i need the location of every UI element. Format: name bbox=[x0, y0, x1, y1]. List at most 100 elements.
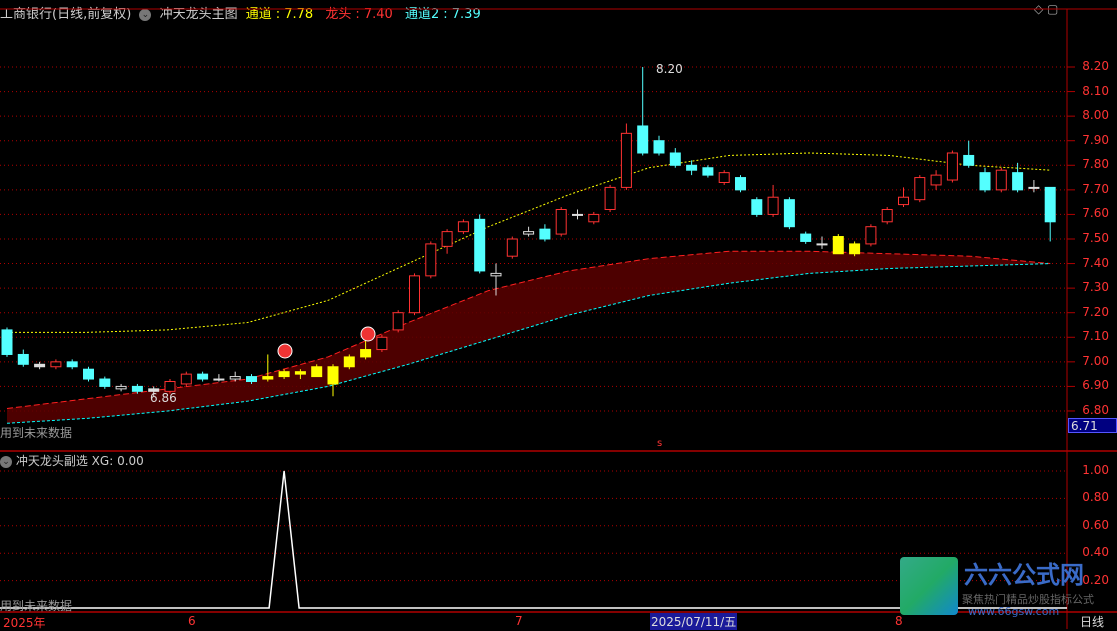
dragon-value: 7.40 bbox=[363, 7, 393, 22]
price-tick-label: 7.20 bbox=[1082, 304, 1109, 319]
channel2-label: 通道2 bbox=[404, 7, 440, 22]
candle-body bbox=[930, 174, 942, 186]
candle-body bbox=[180, 373, 192, 385]
candle-body bbox=[555, 209, 567, 235]
candle-body bbox=[17, 353, 29, 365]
candle-body bbox=[914, 177, 926, 201]
price-tick-label: 7.70 bbox=[1082, 181, 1109, 196]
candle-body bbox=[946, 152, 958, 181]
candle-body bbox=[865, 226, 877, 245]
dropdown-icon[interactable]: ⌄ bbox=[0, 455, 12, 468]
date-august: 8 bbox=[895, 614, 903, 628]
sub-tick-label: 0.80 bbox=[1082, 490, 1109, 505]
cursor-date: 2025/07/11/五 bbox=[650, 613, 738, 630]
price-tick-label: 7.30 bbox=[1082, 280, 1109, 295]
candle-body bbox=[197, 373, 209, 380]
dragon-label: 龙头 bbox=[325, 7, 352, 22]
candle-body bbox=[735, 177, 746, 191]
signal-badge-icon bbox=[277, 343, 293, 359]
candle-body bbox=[702, 167, 714, 176]
candle-body bbox=[148, 388, 160, 392]
candle-body bbox=[767, 196, 779, 215]
candle-body bbox=[490, 272, 502, 277]
sub-tick-label: 1.00 bbox=[1082, 463, 1109, 477]
candle-body bbox=[278, 371, 290, 378]
candle-body bbox=[34, 363, 46, 368]
candle-body bbox=[262, 376, 274, 380]
period-label[interactable]: 日线 bbox=[1080, 615, 1105, 629]
candle-body bbox=[1044, 186, 1056, 223]
candle-body bbox=[229, 376, 241, 380]
candle-body bbox=[164, 380, 176, 392]
future-warning-sub: 用到未来数据 bbox=[0, 599, 73, 613]
candle-body bbox=[1012, 172, 1024, 191]
price-tick-label: 8.00 bbox=[1082, 108, 1109, 123]
candle-body bbox=[343, 356, 355, 368]
sub-header: ⌄ 冲天龙头副选 XG: 0.00 bbox=[0, 452, 144, 469]
candle-body bbox=[213, 378, 225, 381]
price-tick-label: 7.80 bbox=[1082, 157, 1109, 172]
sub-tick-label: 0.60 bbox=[1082, 517, 1109, 532]
candle-body bbox=[457, 221, 469, 233]
candle-body bbox=[376, 336, 388, 351]
candle-body bbox=[360, 349, 372, 358]
candle-body bbox=[849, 243, 861, 255]
sub-tick-label: 0.20 bbox=[1082, 572, 1109, 587]
current-price-box: 6.71 bbox=[1068, 418, 1117, 433]
price-tick-label: 7.00 bbox=[1082, 353, 1109, 368]
candle-body bbox=[66, 361, 78, 368]
candle-body bbox=[425, 243, 437, 277]
channel2-line bbox=[6, 263, 1051, 424]
candle-body bbox=[898, 196, 909, 206]
date-june: 6 bbox=[188, 614, 196, 628]
candle-body bbox=[572, 213, 583, 216]
logo-name: 六六公式网 bbox=[964, 561, 1084, 589]
logo-slogan: 聚焦热门精品炒股指标公式 bbox=[962, 593, 1094, 606]
price-tick-label: 7.40 bbox=[1082, 255, 1109, 270]
candle-body bbox=[588, 213, 600, 223]
price-tick-label: 7.90 bbox=[1082, 132, 1109, 147]
candle-body bbox=[311, 366, 323, 378]
sub-indicator-name[interactable]: 冲天龙头副选 bbox=[15, 454, 88, 468]
candle-body bbox=[441, 231, 453, 247]
xg-line bbox=[0, 470, 1067, 609]
channel-value: 7.78 bbox=[284, 7, 314, 22]
candle-body bbox=[979, 172, 991, 191]
candle-body bbox=[392, 312, 404, 331]
price-tick-label: 8.10 bbox=[1082, 83, 1109, 98]
candle-body bbox=[637, 125, 649, 154]
price-tick-label: 7.10 bbox=[1082, 329, 1109, 344]
candle-body bbox=[409, 275, 420, 314]
chart-header: 工商银行(日线,前复权) ⌄ 冲天龙头主图 通道: 7.78 龙头: 7.40 … bbox=[0, 7, 481, 22]
candle-body bbox=[474, 218, 486, 272]
xg-value: 0.00 bbox=[117, 454, 144, 468]
candle-body bbox=[115, 385, 127, 390]
candle-body bbox=[539, 228, 551, 240]
candle-body bbox=[1, 329, 13, 355]
channel-line bbox=[7, 152, 1051, 333]
indicator-name[interactable]: 冲天龙头主图 bbox=[159, 7, 238, 22]
dropdown-icon[interactable]: ⌄ bbox=[139, 8, 152, 21]
candle-body bbox=[751, 199, 763, 215]
stock-title: 工商银行(日线,前复权) bbox=[0, 7, 132, 22]
candle-body bbox=[523, 231, 535, 235]
candle-body bbox=[83, 368, 94, 380]
price-tick-label: 6.90 bbox=[1082, 378, 1109, 393]
signal-marker: s bbox=[657, 438, 663, 449]
candle-body bbox=[800, 233, 812, 242]
candle-body bbox=[832, 236, 844, 255]
future-warning: 用到未来数据 bbox=[0, 426, 73, 440]
candle-body bbox=[718, 172, 730, 183]
price-tick-label: 7.50 bbox=[1082, 230, 1109, 245]
dragon-line bbox=[6, 250, 1051, 410]
logo-icon bbox=[900, 557, 958, 615]
candle-body bbox=[506, 238, 518, 257]
high-label: 8.20 bbox=[656, 62, 683, 76]
candle-body bbox=[620, 132, 632, 188]
candle-body bbox=[783, 199, 795, 228]
candle-body bbox=[816, 243, 828, 246]
candle-body bbox=[881, 209, 893, 223]
signal-badge-icon bbox=[360, 326, 376, 342]
candle-body bbox=[50, 361, 62, 368]
